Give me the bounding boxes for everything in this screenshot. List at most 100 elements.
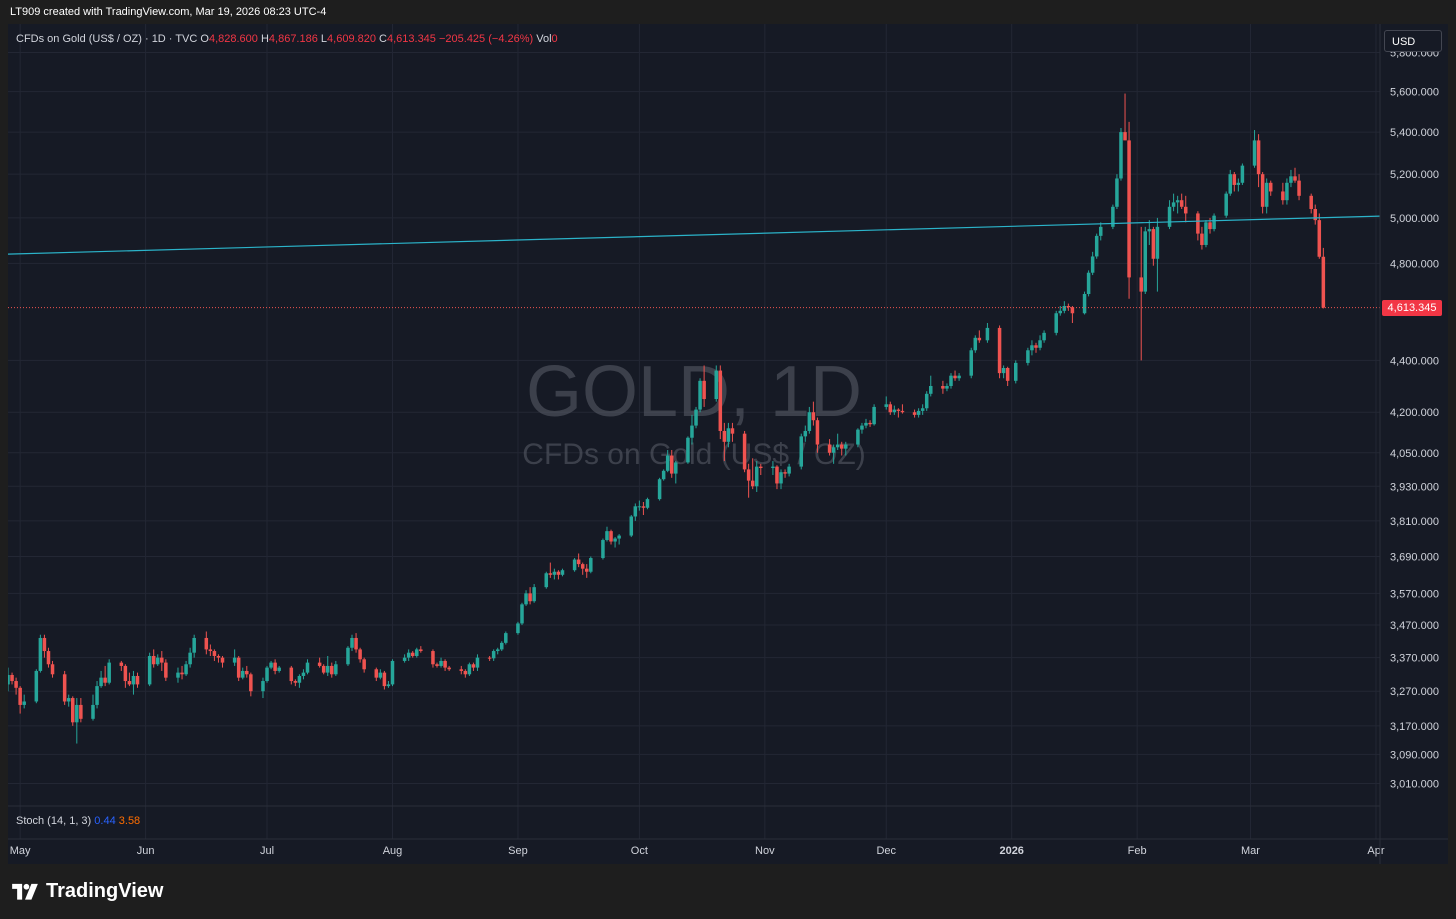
x-axis: May Jun Jul Aug Sep Oct Nov Dec 2026 Feb Mar Apr	[10, 845, 1385, 857]
candle-body	[176, 672, 180, 678]
candle-body	[62, 674, 67, 702]
x-tick-label: May	[10, 845, 31, 857]
candle-body	[232, 657, 237, 663]
chart-frame[interactable]: GOLD, 1D CFDs on Gold (US$ / OZ) 3,010.0…	[8, 24, 1448, 864]
candle-body	[1313, 209, 1318, 221]
x-tick-label: Apr	[1367, 845, 1384, 857]
y-tick-label: 5,200.000	[1390, 169, 1439, 181]
candle-body	[188, 652, 192, 665]
candle-body	[985, 327, 990, 341]
candle-body	[560, 570, 565, 575]
candle-body	[1268, 182, 1273, 192]
candle-body	[500, 642, 504, 650]
candle-body	[698, 380, 702, 410]
candle-body	[1179, 200, 1184, 207]
candle-body	[350, 637, 354, 648]
footer: TradingView	[0, 864, 1456, 919]
candle-body	[447, 667, 451, 670]
y-tick-label: 3,090.000	[1390, 749, 1439, 761]
candle-body	[576, 559, 581, 565]
candle-body	[495, 649, 500, 652]
watermark: GOLD, 1D CFDs on Gold (US$ / OZ)	[522, 352, 865, 471]
candle-body	[722, 430, 727, 442]
candle-body	[686, 437, 690, 463]
candle-body	[354, 637, 358, 650]
candle-body	[95, 686, 99, 705]
candle-body	[1260, 174, 1265, 207]
candle-body	[382, 672, 387, 687]
candle-body	[779, 472, 783, 484]
candle-body	[160, 657, 164, 663]
candle-body	[690, 425, 694, 438]
candle-body	[977, 337, 982, 341]
candle-body	[674, 462, 678, 474]
candle-body	[714, 370, 719, 400]
candle-body	[556, 571, 561, 575]
legend-high-label: H	[260, 33, 269, 45]
last-price-tag: 4,613.345	[1382, 299, 1442, 316]
candle-body	[119, 662, 124, 666]
candle-body	[669, 455, 674, 474]
candle-body	[1123, 132, 1127, 141]
stoch-legend[interactable]: Stoch (14, 1, 3) 0.44 3.58	[16, 815, 140, 827]
candle-body	[524, 593, 528, 605]
x-tick-label: Feb	[1128, 845, 1147, 857]
candle-body	[884, 404, 888, 407]
candle-body	[552, 571, 557, 575]
candle-body	[261, 681, 265, 692]
candle-body	[151, 655, 156, 665]
y-tick-label: 4,800.000	[1390, 258, 1439, 270]
candle-body	[580, 564, 585, 569]
candle-body	[589, 558, 593, 572]
legend-close: 4,613.345	[386, 33, 436, 45]
y-tick-label: 3,170.000	[1390, 721, 1439, 733]
legend-low-label: L	[320, 33, 328, 45]
candle-body	[807, 412, 812, 431]
candle-body	[249, 674, 253, 692]
candle-body	[844, 444, 848, 449]
trendline-layer	[8, 215, 1380, 255]
currency-button[interactable]: USD	[1384, 30, 1442, 52]
candle-body	[872, 406, 876, 425]
candle-body	[924, 393, 929, 409]
candle-body	[123, 665, 128, 682]
tradingview-logo-text: TradingView	[46, 879, 164, 902]
candle-body	[127, 681, 132, 685]
legend-open: 4,828.600	[208, 33, 258, 45]
y-axis: 3,010.000 3,090.000 3,170.000 3,270.000 3,37…	[1390, 47, 1439, 790]
trendline	[8, 215, 1380, 255]
candle-body	[1224, 193, 1228, 216]
stoch-d-value: 3.58	[118, 815, 141, 827]
y-tick-label: 5,000.000	[1390, 213, 1439, 225]
x-tick-label: Oct	[631, 845, 648, 857]
candle-body	[637, 506, 642, 508]
candle-body	[754, 466, 759, 487]
symbol-legend[interactable]: CFDs on Gold (US$ / OZ) · 1D · TVC O4,82…	[16, 33, 558, 45]
candle-body	[131, 675, 136, 685]
candle-body	[868, 422, 872, 425]
candle-body	[1070, 307, 1075, 314]
candle-body	[435, 664, 439, 666]
candle-body	[609, 531, 613, 542]
candle-body	[835, 444, 840, 448]
candles	[8, 93, 1326, 744]
candle-body	[787, 466, 791, 474]
candle-body	[1151, 229, 1156, 259]
candle-body	[1058, 310, 1063, 314]
candle-body	[236, 657, 241, 678]
candle-body	[900, 410, 905, 413]
candle-body	[8, 674, 10, 685]
tradingview-logo[interactable]: TradingView	[10, 878, 163, 904]
candle-body	[443, 660, 447, 668]
chart-svg[interactable]: GOLD, 1D CFDs on Gold (US$ / OZ) 3,010.0…	[8, 24, 1448, 864]
candle-body	[718, 370, 723, 431]
candle-body	[1297, 180, 1301, 196]
candle-body	[629, 516, 634, 536]
candle-body	[293, 681, 298, 683]
x-tick-label: Jun	[137, 845, 155, 857]
x-tick-label: Dec	[876, 845, 896, 857]
candle-body	[491, 651, 496, 659]
candle-body	[1026, 350, 1030, 363]
candle-body	[1281, 191, 1285, 201]
candle-body	[1228, 174, 1233, 194]
